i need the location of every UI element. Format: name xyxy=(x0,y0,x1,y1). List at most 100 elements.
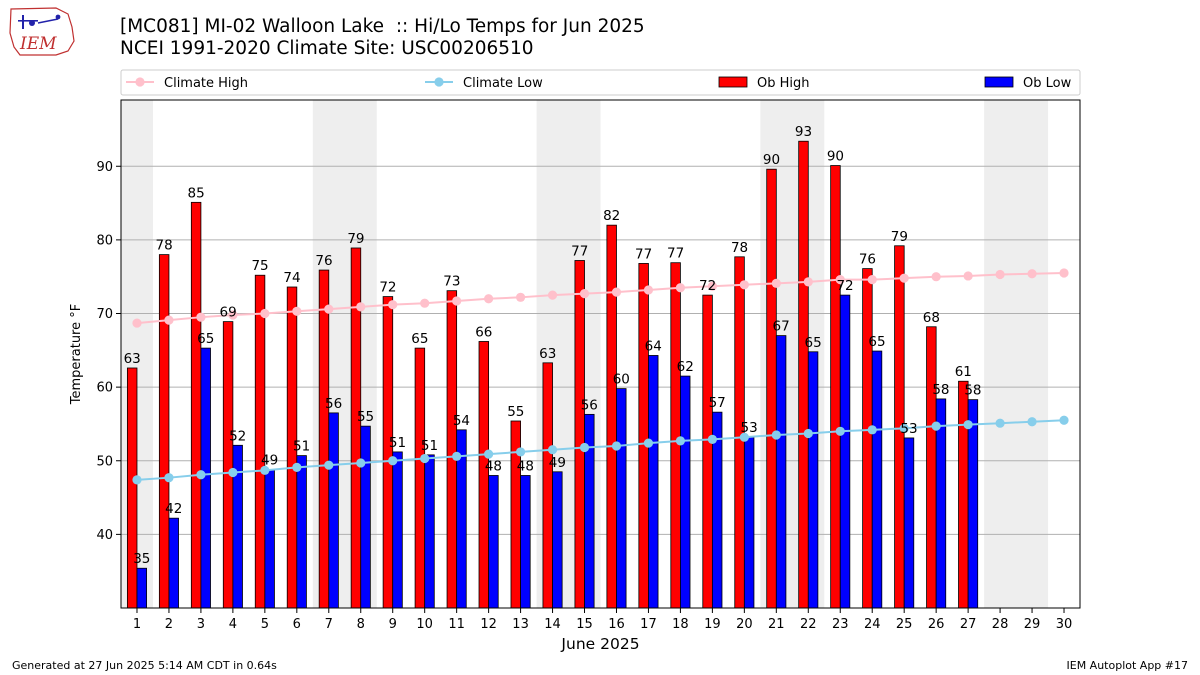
ob-low-bar xyxy=(296,455,307,609)
ob-high-bar xyxy=(958,380,969,609)
climate-high-point xyxy=(963,271,973,281)
climate-low-line xyxy=(136,419,1065,481)
grid-lines xyxy=(121,165,1080,535)
ob-high-label: 78 xyxy=(156,238,173,254)
title-line-2: NCEI 1991-2020 Climate Site: USC00206510 xyxy=(120,38,534,59)
climate-high-point xyxy=(260,308,270,319)
climate-high-point xyxy=(484,294,494,304)
climate-low-point xyxy=(611,441,622,451)
ob-high-label: 79 xyxy=(347,231,364,247)
ob-high-bar xyxy=(382,296,394,609)
ob-low-label: 53 xyxy=(741,420,758,436)
ob-high-label: 66 xyxy=(475,324,492,340)
y-tick-label: 80 xyxy=(96,233,113,248)
ob-low-label: 55 xyxy=(357,409,374,425)
legend-climate-high-label: Climate High xyxy=(164,76,248,91)
ob-low-label: 35 xyxy=(133,551,150,567)
climate-high-point xyxy=(388,300,398,310)
ob-low-label: 51 xyxy=(293,439,310,455)
x-tick-label: 23 xyxy=(832,617,849,632)
climate-high-point xyxy=(324,304,334,314)
y-tick-label: 90 xyxy=(96,160,113,175)
ob-low-bar xyxy=(648,355,659,609)
climate-low-point xyxy=(356,458,366,468)
climate-low-point xyxy=(260,465,270,475)
climate-high-point xyxy=(1027,269,1037,279)
climate-high-point xyxy=(867,275,877,285)
climate-low-point xyxy=(228,467,238,478)
ob-high-bar xyxy=(926,326,937,609)
climate-low-point xyxy=(420,453,430,464)
climate-high-point xyxy=(132,318,142,328)
x-tick-label: 11 xyxy=(448,617,465,632)
ob-high-label: 61 xyxy=(955,364,972,380)
ob-low-bar xyxy=(680,375,691,609)
legend-climate-low-marker xyxy=(434,77,444,87)
ob-low-bar xyxy=(264,469,275,609)
ob-high-label: 77 xyxy=(635,246,652,262)
ob-high-label: 74 xyxy=(283,270,300,286)
x-tick-label: 7 xyxy=(325,617,333,632)
legend-ob-high-label: Ob High xyxy=(757,76,810,91)
ob-high-label: 68 xyxy=(923,310,940,326)
ob-low-bar xyxy=(168,517,179,609)
ob-low-bar xyxy=(488,475,499,609)
ob-low-label: 49 xyxy=(261,453,278,469)
ob-high-bar xyxy=(478,341,490,609)
x-tick-label: 3 xyxy=(197,617,205,632)
ob-low-label: 62 xyxy=(677,359,694,375)
climate-low-point xyxy=(1059,415,1069,425)
climate-low-point xyxy=(484,449,494,459)
climate-high-point xyxy=(643,285,654,295)
climate-high-point xyxy=(164,315,174,325)
climate-low-point xyxy=(547,445,558,455)
ob-low-label: 56 xyxy=(581,397,598,413)
ob-low-label: 67 xyxy=(773,319,790,335)
climate-low-point xyxy=(515,447,526,457)
x-axis-label: June 2025 xyxy=(560,635,639,653)
climate-high-point xyxy=(995,269,1005,280)
ob-high-bar xyxy=(158,254,170,609)
ob-high-bar xyxy=(542,362,553,609)
ob-low-bar xyxy=(136,567,147,609)
x-tick-label: 20 xyxy=(736,617,753,632)
ob-low-label: 64 xyxy=(645,338,662,354)
ob-low-bar xyxy=(903,437,915,609)
ob-low-bar xyxy=(360,425,371,609)
climate-high-point xyxy=(420,298,430,308)
legend-box xyxy=(120,69,1081,96)
ob-low-bar xyxy=(743,436,755,609)
ob-high-bar xyxy=(702,294,713,609)
ob-low-bar xyxy=(520,475,531,609)
legend: Climate High Climate Low Ob High Ob Low xyxy=(120,69,1081,96)
x-tick-label: 29 xyxy=(1024,617,1041,632)
climate-low-point xyxy=(324,460,334,470)
climate-high-point xyxy=(707,281,717,291)
ob-high-label: 72 xyxy=(379,280,396,296)
climate-high-point xyxy=(356,302,366,312)
ob-low-label: 65 xyxy=(197,331,214,347)
legend-climate-low-label: Climate Low xyxy=(463,76,543,91)
ob-high-bar xyxy=(766,168,777,609)
climate-low-point xyxy=(739,432,749,442)
ob-low-bar xyxy=(871,350,883,609)
title-line-1: [MC081] MI-02 Walloon Lake :: Hi/Lo Temp… xyxy=(120,16,645,37)
ob-high-bar xyxy=(414,347,426,609)
ob-high-bar xyxy=(126,367,138,609)
climate-high-point xyxy=(452,296,462,306)
x-tick-label: 1 xyxy=(133,617,141,632)
climate-high-point xyxy=(1059,268,1069,278)
ob-low-label: 48 xyxy=(517,458,534,474)
ob-high-label: 69 xyxy=(219,305,236,321)
ob-low-label: 49 xyxy=(549,455,566,471)
climate-low-point xyxy=(867,425,877,435)
climate-low-point xyxy=(931,421,941,431)
ob-low-bar xyxy=(392,451,403,609)
ob-high-bar xyxy=(254,274,266,609)
ob-high-label: 63 xyxy=(124,351,141,367)
x-tick-label: 6 xyxy=(293,617,301,632)
ob-low-label: 52 xyxy=(229,428,246,444)
climate-high-point xyxy=(228,310,238,320)
